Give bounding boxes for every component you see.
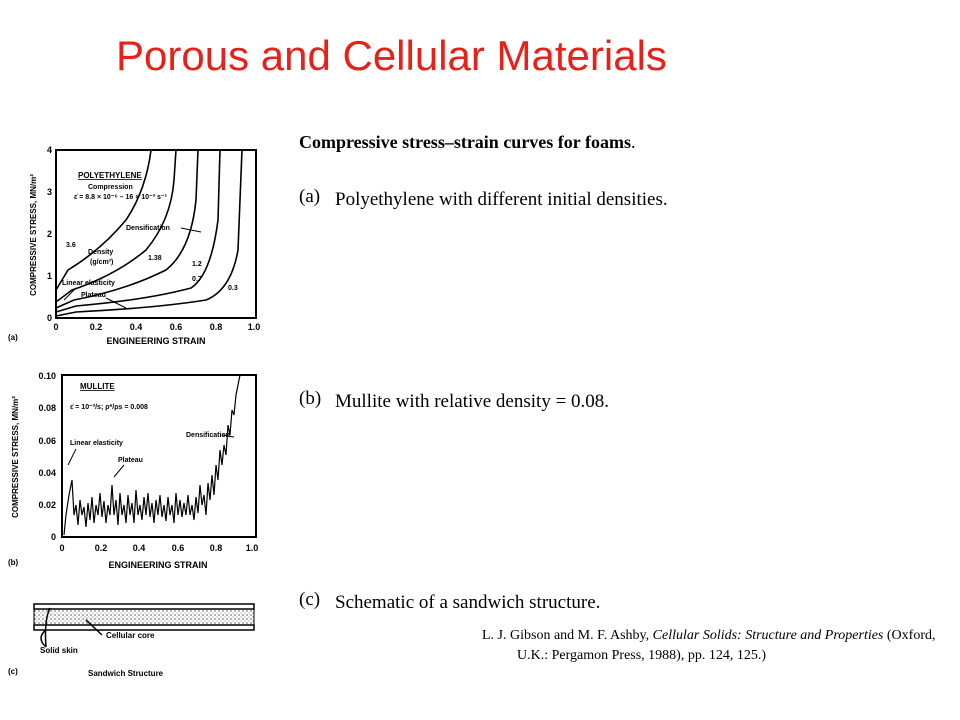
- reference-citation: L. J. Gibson and M. F. Ashby, Cellular S…: [482, 626, 937, 666]
- svg-text:POLYETHYLENE: POLYETHYLENE: [78, 171, 142, 180]
- legend-box: POLYETHYLENE Compression ε̇ = 8.8 × 10⁻⁶…: [74, 171, 168, 201]
- sandwich-structure-label: Sandwich Structure: [88, 669, 164, 678]
- top-skin: [33, 603, 255, 610]
- x-axis-label: ENGINEERING STRAIN: [108, 560, 207, 570]
- svg-text:ε̇ = 8.8 × 10⁻⁶ – 16 × 10⁻³ s⁻: ε̇ = 8.8 × 10⁻⁶ – 16 × 10⁻³ s⁻¹: [74, 194, 168, 201]
- curve-3.6: [55, 149, 152, 291]
- caption-heading-period: .: [630, 132, 636, 152]
- caption-heading: Compressive stress–strain curves for foa…: [299, 132, 635, 153]
- y-tick-0.04: 0.04: [38, 468, 56, 478]
- density-1.2: 1.2: [192, 261, 202, 268]
- x-tick-1: 0.2: [90, 322, 103, 332]
- item-text: Polyethylene with different initial dens…: [335, 189, 668, 210]
- caption-heading-bold: Compressive stress–strain curves for foa…: [299, 132, 631, 152]
- x-tick-3: 0.6: [170, 322, 183, 332]
- densification-label: Densification: [186, 432, 230, 439]
- y-tick-1: 1: [47, 271, 52, 281]
- x-tick-1: 0.2: [95, 543, 108, 553]
- density-0.3: 0.3: [228, 285, 238, 292]
- cellular-core: [33, 608, 255, 626]
- solid-skin-label: Solid skin: [40, 646, 78, 655]
- y-axis-label: COMPRESSIVE STRESS, MN/m²: [11, 396, 20, 518]
- caption-item-a: (a) Polyethylene with different initial …: [299, 186, 669, 214]
- x-axis-label: ENGINEERING STRAIN: [106, 336, 205, 346]
- x-tick-2: 0.4: [130, 322, 143, 332]
- item-label: (b): [299, 388, 322, 409]
- density-3.6: 3.6: [66, 242, 76, 249]
- x-tick-5: 1.0: [246, 543, 259, 553]
- figure-b-mullite: 0 0.02 0.04 0.06 0.08 0.10 0 0.2 0.4 0.6…: [6, 365, 266, 580]
- y-tick-0: 0: [47, 313, 52, 323]
- curve-1.38: [55, 149, 177, 303]
- figure-a-polyethylene: 0 1 2 3 4 0 0.2 0.4 0.6 0.8 1.0 ENGINEER…: [6, 140, 266, 355]
- curve-1.2: [55, 149, 199, 309]
- x-tick-3: 0.6: [172, 543, 185, 553]
- plateau-label: Plateau: [81, 292, 106, 299]
- ref-details: (Oxford, U.K.: Pergamon Press, 1988), pp…: [517, 628, 936, 663]
- y-tick-0.06: 0.06: [38, 436, 56, 446]
- density-0.7: 0.7: [192, 276, 202, 283]
- y-tick-4: 4: [47, 145, 52, 155]
- y-tick-0.10: 0.10: [38, 371, 56, 381]
- y-axis-label: COMPRESSIVE STRESS, MN/m²: [29, 174, 38, 296]
- y-tick-2: 2: [47, 229, 52, 239]
- legend-title: MULLITE: [80, 382, 115, 391]
- densification-label: Densification: [126, 225, 170, 232]
- curve-0.3: [55, 149, 243, 317]
- x-tick-4: 0.8: [210, 543, 223, 553]
- item-label: (a): [299, 186, 321, 207]
- item-label: (c): [299, 589, 321, 610]
- density-unit: (g/cm³): [90, 259, 113, 266]
- svg-text:Compression: Compression: [88, 184, 133, 191]
- ref-authors: L. J. Gibson and M. F. Ashby,: [482, 628, 653, 643]
- x-tick-0: 0: [53, 322, 58, 332]
- y-tick-0: 0: [51, 532, 56, 542]
- item-text: Mullite with relative density = 0.08.: [335, 391, 610, 412]
- caption-item-c: (c) Schematic of a sandwich structure.: [299, 589, 699, 617]
- y-tick-0.08: 0.08: [38, 403, 56, 413]
- plateau-label: Plateau: [118, 457, 143, 464]
- legend-line: ε̇ = 10⁻³/s; ρ*/ρs = 0.008: [70, 404, 148, 411]
- ref-book-title: Cellular Solids: Structure and Propertie…: [652, 628, 884, 643]
- x-tick-4: 0.8: [210, 322, 223, 332]
- curve-0.7: [55, 149, 221, 313]
- slide-title: Porous and Cellular Materials: [116, 32, 667, 79]
- x-tick-0: 0: [59, 543, 64, 553]
- bottom-skin: [33, 624, 255, 631]
- figure-c-sandwich: Cellular core Solid skin Sandwich Struct…: [6, 590, 266, 695]
- y-tick-0.02: 0.02: [38, 500, 56, 510]
- density-1.38: 1.38: [148, 255, 162, 262]
- mullite-curve: [63, 374, 241, 536]
- cellular-core-label: Cellular core: [106, 631, 155, 640]
- linear-elasticity-label: Linear elasticity: [62, 280, 115, 287]
- panel-label: (c): [8, 667, 18, 676]
- density-label: Density: [88, 249, 113, 256]
- panel-label: (b): [8, 558, 19, 567]
- y-tick-3: 3: [47, 187, 52, 197]
- caption-item-b: (b) Mullite with relative density = 0.08…: [299, 388, 699, 416]
- x-tick-2: 0.4: [133, 543, 146, 553]
- item-text: Schematic of a sandwich structure.: [335, 592, 601, 613]
- x-tick-5: 1.0: [248, 322, 261, 332]
- linear-elasticity-label: Linear elasticity: [70, 440, 123, 447]
- panel-label: (a): [8, 333, 18, 342]
